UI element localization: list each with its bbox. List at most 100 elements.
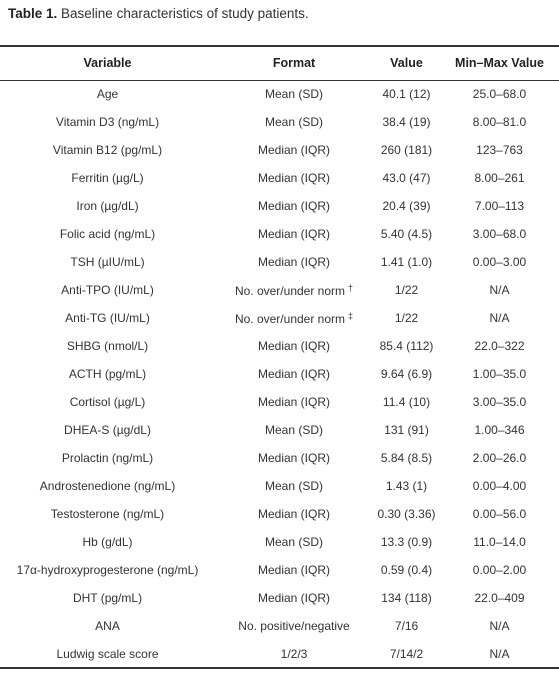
cell-variable: ACTH (pg/mL) bbox=[68, 367, 147, 381]
format-text: Median (IQR) bbox=[257, 395, 331, 409]
table-caption-label: Table 1. bbox=[8, 6, 58, 21]
cell-format: Median (IQR) bbox=[215, 192, 373, 220]
cell-value: 260 (181) bbox=[380, 143, 433, 157]
cell-format: Median (IQR) bbox=[215, 584, 373, 612]
format-text: Median (IQR) bbox=[257, 199, 331, 213]
cell-value: 5.84 (8.5) bbox=[380, 451, 433, 465]
cell-format: Mean (SD) bbox=[215, 108, 373, 136]
cell-format: Median (IQR) bbox=[215, 164, 373, 192]
table-row: Vitamin B12 (pg/mL) Median (IQR) 260 (181)… bbox=[0, 136, 559, 164]
cell-min-max-value: 2.00–26.0 bbox=[472, 451, 527, 465]
cell-variable: Ferritin (µg/L) bbox=[71, 171, 144, 185]
format-text: Median (IQR) bbox=[257, 171, 331, 185]
cell-min-max-value: 11.0–14.0 bbox=[473, 535, 526, 549]
table-body: Age Mean (SD) 40.1 (12) 25.0–68.0 Vitamin D3… bbox=[0, 80, 559, 668]
cell-format: Median (IQR) bbox=[215, 388, 373, 416]
cell-format: No. positive/negative bbox=[215, 612, 373, 640]
cell-variable: SHBG (nmol/L) bbox=[66, 339, 149, 353]
cell-variable: Ludwig scale score bbox=[56, 646, 159, 661]
table-row: Cortisol (µg/L) Median (IQR) 11.4 (10) 3.00… bbox=[0, 388, 559, 416]
cell-variable: Age bbox=[96, 87, 119, 102]
format-text: Median (IQR) bbox=[257, 367, 331, 381]
cell-format: Mean (SD) bbox=[215, 472, 373, 500]
table-caption: Table 1. Baseline characteristics of stu… bbox=[8, 6, 309, 21]
cell-variable: DHEA-S (µg/dL) bbox=[64, 423, 151, 437]
cell-min-max-value: 1.00–35.0 bbox=[472, 367, 527, 381]
cell-value: 0.59 (0.4) bbox=[380, 563, 433, 577]
table-row: Ludwig scale score 1/2/3 7/14/2 N/A bbox=[0, 640, 559, 668]
cell-value: 43.0 (47) bbox=[382, 171, 431, 185]
format-text: Mean (SD) bbox=[264, 479, 323, 493]
cell-value: 11.4 (10) bbox=[382, 395, 431, 409]
format-text: 1/2/3 bbox=[280, 646, 308, 661]
table-row: Age Mean (SD) 40.1 (12) 25.0–68.0 bbox=[0, 80, 559, 108]
cell-format: No. over/under norm † bbox=[215, 276, 373, 304]
format-text: No. over/under norm bbox=[234, 283, 346, 298]
cell-value: 131 (91) bbox=[384, 423, 429, 437]
cell-format: Median (IQR) bbox=[215, 500, 373, 528]
cell-min-max-value: 22.0–409 bbox=[474, 591, 525, 605]
cell-value: 5.40 (4.5) bbox=[380, 227, 433, 241]
format-text: Median (IQR) bbox=[257, 451, 331, 465]
format-text: Mean (SD) bbox=[264, 87, 323, 102]
table-row: Anti-TG (IU/mL) No. over/under norm ‡ 1/22 N… bbox=[0, 304, 559, 332]
format-text: No. positive/negative bbox=[238, 619, 350, 633]
cell-format: Median (IQR) bbox=[215, 332, 373, 360]
header-variable: Variable bbox=[83, 56, 132, 71]
cell-min-max-value: 123–763 bbox=[476, 143, 523, 157]
format-text: Median (IQR) bbox=[257, 339, 331, 353]
cell-variable: Vitamin D3 (ng/mL) bbox=[55, 115, 160, 129]
cell-value: 85.4 (112) bbox=[379, 339, 434, 353]
cell-format: Median (IQR) bbox=[215, 556, 373, 584]
cell-value: 38.4 (19) bbox=[382, 115, 431, 129]
format-text: Median (IQR) bbox=[257, 143, 331, 157]
cell-variable: TSH (µIU/mL) bbox=[70, 255, 145, 269]
cell-min-max-value: 22.0–322 bbox=[474, 339, 525, 353]
cell-format: Mean (SD) bbox=[215, 416, 373, 444]
header-row: Variable Format Value Min–Max Value bbox=[0, 46, 559, 80]
cell-variable: Prolactin (ng/mL) bbox=[61, 451, 154, 465]
format-text: Median (IQR) bbox=[257, 591, 331, 605]
cell-format: Mean (SD) bbox=[215, 80, 373, 108]
cell-value: 1.41 (1.0) bbox=[380, 255, 433, 269]
cell-format: Median (IQR) bbox=[215, 220, 373, 248]
cell-min-max-value: N/A bbox=[489, 619, 510, 633]
table-row: ANA No. positive/negative 7/16 N/A bbox=[0, 612, 559, 640]
format-text: No. over/under norm bbox=[234, 311, 346, 326]
cell-format: Mean (SD) bbox=[215, 528, 373, 556]
format-text: Mean (SD) bbox=[264, 115, 323, 129]
table-row: Testosterone (ng/mL) Median (IQR) 0.30 (3.… bbox=[0, 500, 559, 528]
table-row: Folic acid (ng/mL) Median (IQR) 5.40 (4.5)… bbox=[0, 220, 559, 248]
cell-min-max-value: 8.00–261 bbox=[474, 171, 525, 185]
cell-min-max-value: 3.00–68.0 bbox=[472, 227, 527, 241]
cell-value: 40.1 (12) bbox=[382, 87, 431, 102]
cell-variable: Vitamin B12 (pg/mL) bbox=[52, 143, 163, 157]
header-value: Value bbox=[390, 56, 423, 71]
cell-min-max-value: 0.00–4.00 bbox=[472, 479, 527, 493]
cell-value: 134 (118) bbox=[381, 591, 432, 605]
format-text: Median (IQR) bbox=[257, 563, 331, 577]
table-row: ACTH (pg/mL) Median (IQR) 9.64 (6.9) 1.00–3… bbox=[0, 360, 559, 388]
cell-min-max-value: N/A bbox=[489, 283, 510, 297]
footnote-mark: ‡ bbox=[348, 310, 354, 321]
cell-min-max-value: 7.00–113 bbox=[474, 199, 525, 213]
table-caption-text: Baseline characteristics of study patien… bbox=[57, 6, 309, 21]
format-text: Mean (SD) bbox=[264, 535, 323, 549]
cell-format: Median (IQR) bbox=[215, 444, 373, 472]
cell-min-max-value: 0.00–3.00 bbox=[472, 255, 527, 269]
cell-value: 7/16 bbox=[394, 619, 419, 633]
footnote-mark: † bbox=[348, 282, 354, 293]
table-row: Prolactin (ng/mL) Median (IQR) 5.84 (8.5) 2… bbox=[0, 444, 559, 472]
table-header: Variable Format Value Min–Max Value bbox=[0, 46, 559, 80]
cell-variable: Anti-TPO (IU/mL) bbox=[61, 283, 154, 297]
cell-variable: Cortisol (µg/L) bbox=[69, 395, 146, 409]
table-row: DHT (pg/mL) Median (IQR) 134 (118) 22.0–409 bbox=[0, 584, 559, 612]
format-text: Median (IQR) bbox=[257, 507, 331, 521]
table-row: Hb (g/dL) Mean (SD) 13.3 (0.9) 11.0–14.0 bbox=[0, 528, 559, 556]
cell-variable: Hb (g/dL) bbox=[82, 535, 133, 549]
cell-variable: Testosterone (ng/mL) bbox=[50, 507, 165, 521]
cell-value: 7/14/2 bbox=[389, 646, 424, 661]
cell-min-max-value: 1.00–346 bbox=[474, 423, 525, 437]
table-row: DHEA-S (µg/dL) Mean (SD) 131 (91) 1.00–346 bbox=[0, 416, 559, 444]
header-format: Format bbox=[272, 56, 316, 71]
